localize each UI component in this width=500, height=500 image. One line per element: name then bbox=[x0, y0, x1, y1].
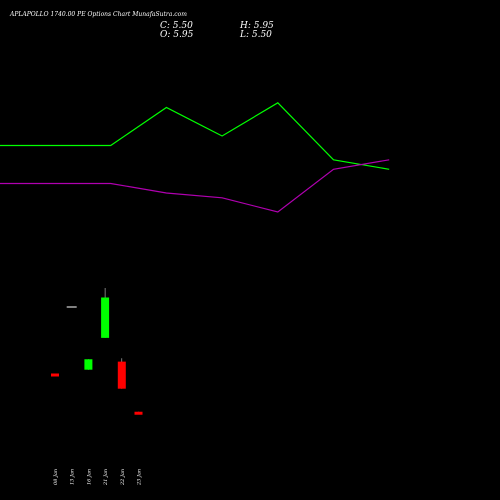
overlay-lines bbox=[0, 102, 390, 213]
overlay-line-1 bbox=[0, 102, 390, 170]
x-tick-label: 21 Jan bbox=[103, 469, 109, 486]
candle-22-jan bbox=[117, 358, 126, 389]
ohlc-high: H: 5.95 bbox=[239, 21, 274, 31]
x-tick-label: 16 Jan bbox=[86, 469, 92, 485]
candle-body bbox=[101, 297, 110, 338]
candle-08-jan bbox=[51, 373, 59, 377]
chart-title: APLAPOLLO 1740.00 PE Options Chart Munaf… bbox=[9, 11, 187, 18]
x-tick-label: 22 Jan bbox=[120, 469, 126, 486]
candle-body bbox=[117, 361, 126, 389]
candle-body bbox=[84, 359, 93, 370]
candles bbox=[51, 288, 143, 415]
x-axis-ticks: 08 Jan 13 Jan 16 Jan 21 Jan 22 Jan 23 Jan bbox=[53, 469, 143, 486]
ohlc-open: O: 5.95 bbox=[160, 30, 194, 40]
candle-21-jan bbox=[101, 288, 110, 338]
x-tick-label: 13 Jan bbox=[70, 469, 76, 485]
candle-23-jan bbox=[134, 411, 143, 415]
x-tick-label: 08 Jan bbox=[53, 469, 59, 485]
candle-body bbox=[134, 411, 143, 415]
ohlc-close: C: 5.50 bbox=[160, 21, 193, 31]
ohlc-low: L: 5.50 bbox=[239, 30, 272, 40]
candle-body bbox=[51, 373, 59, 377]
x-tick-label: 23 Jan bbox=[137, 469, 143, 486]
candle-16-jan bbox=[84, 359, 93, 370]
overlay-line-2 bbox=[0, 159, 390, 213]
